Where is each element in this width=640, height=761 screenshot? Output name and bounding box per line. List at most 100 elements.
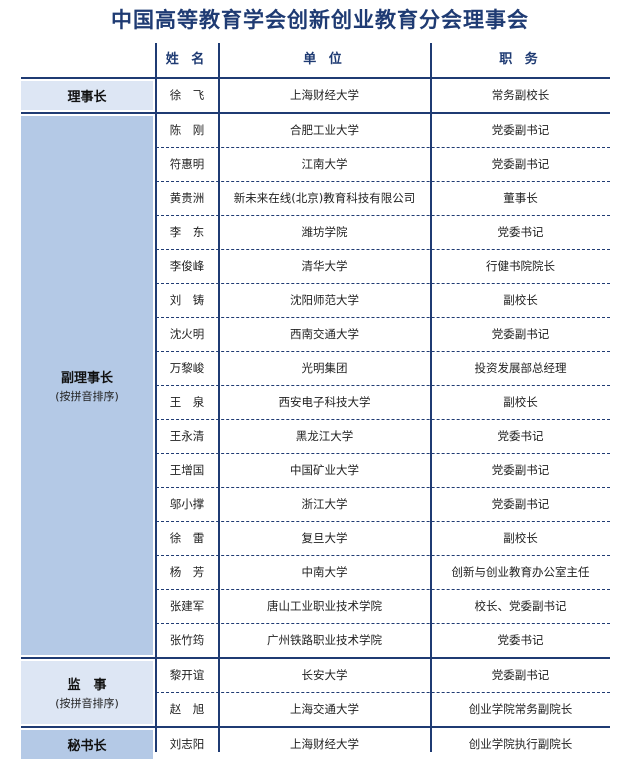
member-unit: 上海交通大学 <box>290 702 359 716</box>
table-row: 黎开谊 长安大学 党委副书记 <box>156 659 610 693</box>
role-group: 理事长 徐 飞 上海财经大学 常务副校长 <box>21 79 610 114</box>
table-row: 赵 旭 上海交通大学 创业学院常务副院长 <box>156 693 610 726</box>
member-unit: 西安电子科技大学 <box>278 395 371 409</box>
table-body: 理事长徐 飞上海财经大学 常务副校长 副理事长 (按拼音排序) 陈 刚合肥工业大学 党委副… <box>21 79 610 761</box>
member-role: 党委副书记 <box>491 157 550 171</box>
group-label-cell: 监 事 (按拼音排序) <box>21 661 153 724</box>
table-row: 万黎峻 光明集团 投资发展部总经理 <box>156 352 610 386</box>
table-row: 徐 雷 复旦大学 副校长 <box>156 522 610 556</box>
header-unit: 单 位 <box>303 52 346 67</box>
member-name: 徐 雷 <box>169 531 205 545</box>
member-unit: 西南交通大学 <box>290 327 359 341</box>
member-name: 王增国 <box>169 463 205 477</box>
member-unit: 上海财经大学 <box>290 88 359 102</box>
member-name: 沈火明 <box>169 327 205 341</box>
column-divider <box>155 43 157 752</box>
table-row: 王永清 黑龙江大学 党委书记 <box>156 420 610 454</box>
member-role: 副校长 <box>503 293 538 307</box>
member-name: 徐 飞 <box>169 88 205 102</box>
table-row: 刘志阳 上海财经大学 创业学院执行副院长 <box>156 728 610 761</box>
table-row: 陈 刚 合肥工业大学 党委副书记 <box>156 114 610 148</box>
member-role: 创业学院执行副院长 <box>468 737 573 751</box>
member-name: 张建军 <box>169 599 205 613</box>
group-note: (按拼音排序) <box>55 697 119 710</box>
role-group: 秘书长 刘志阳 上海财经大学 创业学院执行副院长 <box>21 728 610 761</box>
member-unit: 广州铁路职业技术学院 <box>267 633 382 647</box>
member-unit: 中南大学 <box>301 565 348 579</box>
table-row: 黄贵洲 新未来在线(北京)教育科技有限公司 董事长 <box>156 182 610 216</box>
member-unit: 中国矿业大学 <box>290 463 359 477</box>
group-title: 理事长 <box>67 90 107 105</box>
member-role: 党委书记 <box>497 225 544 239</box>
member-unit: 长安大学 <box>301 668 348 682</box>
group-title: 副理事长 <box>60 371 113 386</box>
table-row: 刘 铸 沈阳师范大学 副校长 <box>156 284 610 318</box>
member-role: 创业学院常务副院长 <box>468 702 573 716</box>
member-unit: 上海财经大学 <box>290 737 359 751</box>
group-title: 监 事 <box>67 678 107 693</box>
member-role: 董事长 <box>503 191 538 205</box>
member-unit: 沈阳师范大学 <box>290 293 359 307</box>
member-unit: 复旦大学 <box>301 531 348 545</box>
member-role: 副校长 <box>503 531 538 545</box>
header-name: 姓 名 <box>165 52 209 67</box>
member-role: 党委书记 <box>497 633 544 647</box>
member-unit: 江南大学 <box>301 157 348 171</box>
column-divider <box>430 43 432 752</box>
member-role: 创新与创业教育办公室主任 <box>451 565 590 579</box>
header-category <box>21 43 155 77</box>
member-name: 李 东 <box>169 225 205 239</box>
table-row: 王增国 中国矿业大学 党委副书记 <box>156 454 610 488</box>
member-name: 李俊峰 <box>169 259 205 273</box>
member-name: 王 泉 <box>169 395 205 409</box>
member-name: 王永清 <box>169 429 205 443</box>
member-name: 杨 芳 <box>169 565 205 579</box>
table-row: 李俊峰 清华大学 行健书院院长 <box>156 250 610 284</box>
table-row: 符惠明 江南大学 党委副书记 <box>156 148 610 182</box>
member-unit: 唐山工业职业技术学院 <box>267 599 382 613</box>
member-role: 党委副书记 <box>491 497 550 511</box>
member-role: 党委副书记 <box>491 123 550 137</box>
member-unit: 浙江大学 <box>301 497 348 511</box>
member-unit: 潍坊学院 <box>301 225 348 239</box>
member-role: 投资发展部总经理 <box>474 361 567 375</box>
member-role: 校长、党委副书记 <box>474 599 567 613</box>
group-note: (按拼音排序) <box>55 390 119 403</box>
table-row: 张竹筠 广州铁路职业技术学院 党委书记 <box>156 624 610 657</box>
member-role: 党委书记 <box>497 429 544 443</box>
council-table: 姓 名 单 位 职 务 理事长徐 飞上海财经大学 常务副校长 副理事长 (按拼音排序)… <box>21 43 610 761</box>
role-group: 监 事 (按拼音排序) 黎开谊 长安大学 党委副书记赵 旭 上海交通大学 创业学院常务副院长 <box>21 659 610 728</box>
member-role: 党委副书记 <box>491 668 550 682</box>
table-row: 李 东 潍坊学院 党委书记 <box>156 216 610 250</box>
table-row: 邬小撑 浙江大学 党委副书记 <box>156 488 610 522</box>
member-role: 行健书院院长 <box>486 259 555 273</box>
member-unit: 新未来在线(北京)教育科技有限公司 <box>233 191 416 205</box>
table-row: 张建军 唐山工业职业技术学院 校长、党委副书记 <box>156 590 610 624</box>
member-name: 黎开谊 <box>169 668 205 682</box>
member-unit: 清华大学 <box>301 259 348 273</box>
member-name: 符惠明 <box>169 157 205 171</box>
table-row: 王 泉 西安电子科技大学 副校长 <box>156 386 610 420</box>
group-title: 秘书长 <box>67 739 107 754</box>
member-role: 副校长 <box>503 395 538 409</box>
member-unit: 黑龙江大学 <box>295 429 354 443</box>
header-role: 职 务 <box>499 52 542 67</box>
member-role: 常务副校长 <box>491 88 550 102</box>
member-name: 赵 旭 <box>169 702 205 716</box>
member-name: 刘志阳 <box>169 737 205 751</box>
member-unit: 合肥工业大学 <box>290 123 359 137</box>
table-row: 杨 芳 中南大学 创新与创业教育办公室主任 <box>156 556 610 590</box>
member-name: 黄贵洲 <box>169 191 205 205</box>
member-role: 党委副书记 <box>491 463 550 477</box>
table-row: 徐 飞 上海财经大学 常务副校长 <box>156 79 610 112</box>
role-group: 副理事长 (按拼音排序) 陈 刚合肥工业大学 党委副书记 符惠明 江南大学 党委副书记 黄贵洲… <box>21 114 610 659</box>
table-row: 沈火明 西南交通大学 党委副书记 <box>156 318 610 352</box>
page-title: 中国高等教育学会创新创业教育分会理事会 <box>111 8 529 32</box>
member-name: 陈 刚 <box>169 123 205 137</box>
group-label-cell: 副理事长 (按拼音排序) <box>21 116 153 655</box>
group-label-cell: 秘书长 <box>21 730 153 759</box>
member-unit: 光明集团 <box>301 361 348 375</box>
table-header: 姓 名 单 位 职 务 <box>21 43 610 79</box>
member-name: 刘 铸 <box>169 293 205 307</box>
member-name: 邬小撑 <box>169 497 205 511</box>
